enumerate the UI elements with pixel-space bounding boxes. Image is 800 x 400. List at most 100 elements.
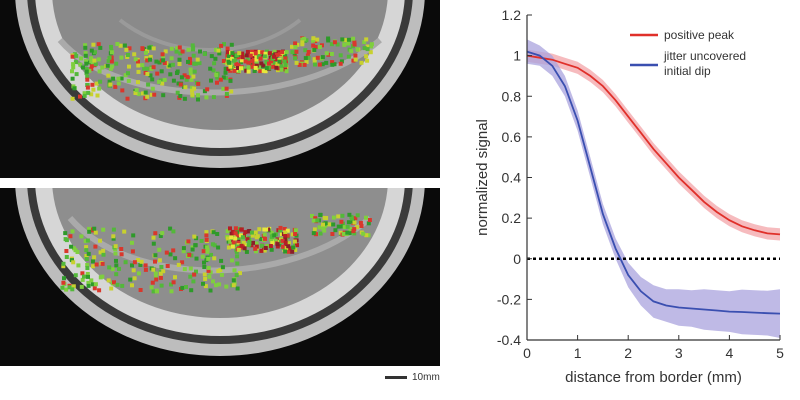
activation-voxel xyxy=(203,277,208,281)
activation-voxel xyxy=(185,74,190,79)
activation-voxel xyxy=(83,51,88,56)
activation-voxel xyxy=(341,231,346,236)
activation-voxel xyxy=(216,269,221,273)
activation-voxel xyxy=(267,58,272,63)
activation-voxel xyxy=(113,244,118,249)
activation-overlay xyxy=(60,212,372,294)
activation-voxel xyxy=(173,275,177,280)
activation-voxel xyxy=(93,282,98,287)
activation-voxel xyxy=(233,236,238,241)
activation-voxel xyxy=(199,238,204,243)
activation-voxel xyxy=(228,78,233,83)
activation-voxel xyxy=(252,62,257,67)
activation-voxel xyxy=(239,243,244,248)
activation-voxel xyxy=(339,219,344,224)
activation-voxel xyxy=(303,48,308,53)
activation-voxel xyxy=(346,220,351,225)
activation-voxel xyxy=(98,45,103,50)
activation-voxel xyxy=(146,82,151,87)
activation-voxel xyxy=(192,272,197,277)
activation-voxel xyxy=(171,248,176,253)
activation-voxel xyxy=(225,50,230,55)
activation-voxel xyxy=(279,67,284,72)
activation-voxel xyxy=(106,58,111,63)
activation-voxel xyxy=(136,92,141,97)
activation-voxel xyxy=(340,213,345,218)
activation-voxel xyxy=(274,53,279,57)
activation-voxel xyxy=(352,42,357,47)
signal-vs-distance-chart: 0 1 2 3 4 5 -0.4 -0.2 0 0.2 0.4 0.6 0.8 1 1.2 distance… xyxy=(474,7,784,386)
activation-voxel xyxy=(247,242,252,247)
activation-voxel xyxy=(206,265,211,270)
activation-voxel xyxy=(320,43,324,48)
activation-voxel xyxy=(300,42,305,47)
activation-voxel xyxy=(139,259,144,264)
activation-voxel xyxy=(97,69,102,74)
activation-voxel xyxy=(263,236,267,241)
activation-voxel xyxy=(182,96,187,101)
y-tick-label: 0.8 xyxy=(502,88,522,104)
activation-voxel xyxy=(342,225,347,230)
activation-voxel xyxy=(211,279,215,284)
activation-voxel xyxy=(115,42,120,46)
activation-voxel xyxy=(221,86,226,91)
activation-voxel xyxy=(206,256,211,261)
activation-voxel xyxy=(234,273,239,278)
activation-voxel xyxy=(158,275,163,280)
activation-voxel xyxy=(89,48,94,53)
activation-voxel xyxy=(87,226,91,231)
activation-voxel xyxy=(283,234,288,238)
activation-voxel xyxy=(275,62,280,66)
activation-voxel xyxy=(259,237,264,241)
activation-voxel xyxy=(225,46,230,51)
activation-voxel xyxy=(191,47,195,52)
activation-voxel xyxy=(83,53,88,58)
activation-voxel xyxy=(238,271,242,276)
activation-voxel xyxy=(93,62,98,67)
activation-voxel xyxy=(92,255,97,260)
activation-voxel xyxy=(192,69,197,74)
activation-voxel xyxy=(114,272,119,277)
activation-voxel xyxy=(177,45,182,50)
activation-voxel xyxy=(60,285,65,290)
activation-voxel xyxy=(94,81,99,86)
activation-voxel xyxy=(259,61,264,66)
activation-voxel xyxy=(143,267,148,272)
activation-voxel xyxy=(70,96,75,101)
activation-voxel xyxy=(145,58,150,63)
activation-voxel xyxy=(277,59,282,64)
activation-voxel xyxy=(284,69,289,74)
activation-voxel xyxy=(162,61,167,65)
activation-voxel xyxy=(224,92,229,96)
activation-voxel xyxy=(283,249,288,254)
activation-voxel xyxy=(175,90,180,95)
activation-voxel xyxy=(315,37,320,42)
activation-voxel xyxy=(140,46,145,51)
activation-voxel xyxy=(85,272,90,276)
activation-voxel xyxy=(257,65,261,70)
activation-voxel xyxy=(63,231,68,236)
activation-voxel xyxy=(109,286,114,291)
activation-voxel xyxy=(209,54,214,59)
activation-voxel xyxy=(214,47,218,52)
activation-voxel xyxy=(106,278,111,283)
activation-voxel xyxy=(127,46,132,51)
activation-voxel xyxy=(111,234,116,239)
activation-voxel xyxy=(170,62,175,67)
activation-voxel xyxy=(119,252,124,257)
activation-voxel xyxy=(258,56,263,61)
activation-voxel xyxy=(233,242,238,247)
activation-voxel xyxy=(190,43,195,48)
activation-voxel xyxy=(114,258,118,263)
activation-voxel xyxy=(326,38,331,43)
activation-voxel xyxy=(98,79,103,84)
activation-voxel xyxy=(188,67,193,72)
activation-voxel xyxy=(217,282,222,287)
activation-voxel xyxy=(180,285,185,290)
activation-voxel xyxy=(272,54,276,59)
activation-voxel xyxy=(226,56,231,61)
activation-voxel xyxy=(71,62,76,67)
activation-voxel xyxy=(234,53,239,58)
activation-voxel xyxy=(162,77,167,82)
activation-voxel xyxy=(230,51,235,56)
